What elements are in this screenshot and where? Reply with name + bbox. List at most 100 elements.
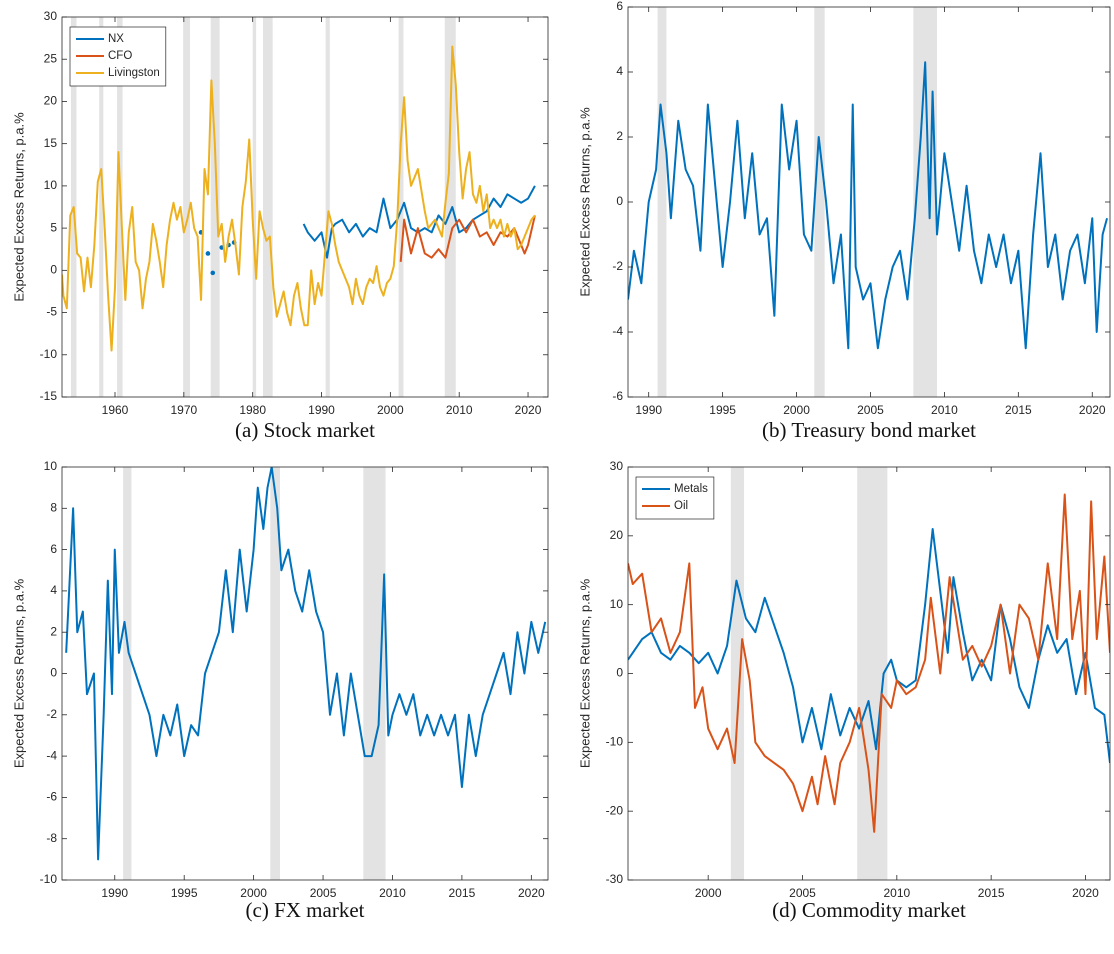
legend-box: [635, 476, 715, 520]
y-tick-label: 25: [44, 51, 58, 65]
recession-band: [814, 7, 825, 397]
y-tick-label: 20: [610, 528, 624, 542]
legend-label: NX: [108, 33, 124, 45]
y-tick-label: -4: [46, 748, 57, 762]
y-tick-label: 6: [616, 0, 623, 13]
x-tick-label: 1960: [102, 403, 129, 417]
x-tick-label: 2000: [240, 886, 267, 900]
panel: -10 -8 -6 -4 -2 0 2 4 6 8 10 1990 1995 2000 2005 2010 20…: [11, 459, 549, 922]
panel: -6 -4 -2 0 2 4 6 1990 1995 2000 2005 2010 2015 2020 Ex…: [577, 0, 1111, 442]
recession-band: [325, 17, 330, 397]
y-tick-label: -5: [46, 305, 57, 319]
x-tick-label: 1970: [170, 403, 197, 417]
recession-band: [252, 17, 257, 397]
recession-band: [657, 7, 667, 397]
y-tick-label: 4: [616, 64, 623, 78]
y-tick-label: 2: [50, 624, 57, 638]
plot-frame: [627, 6, 1111, 398]
y-tick-label: 4: [50, 583, 57, 597]
y-tick-label: -15: [40, 389, 58, 403]
y-tick-label: 5: [50, 220, 57, 234]
y-tick-label: -10: [40, 872, 58, 886]
recession-band: [117, 17, 123, 397]
y-tick-label: 8: [50, 500, 57, 514]
y-tick-label: -8: [46, 831, 57, 845]
y-tick-label: -4: [612, 324, 623, 338]
recession-band: [444, 17, 456, 397]
x-tick-label: 2015: [449, 886, 476, 900]
panel-caption: (c) FX market: [246, 898, 365, 922]
legend-label: Metals: [674, 483, 708, 495]
legend-label: Livingston: [108, 67, 160, 79]
y-axis-label: Expected Excess Returns, p.a.%: [11, 578, 26, 768]
x-tick-label: 2000: [783, 403, 810, 417]
y-tick-label: 15: [44, 136, 58, 150]
panel-caption: (b) Treasury bond market: [762, 418, 976, 442]
x-tick-label: 2010: [379, 886, 406, 900]
x-tick-label: 1980: [239, 403, 266, 417]
x-tick-label: 2010: [883, 886, 910, 900]
x-tick-label: 2020: [518, 886, 545, 900]
y-axis-label: Expected Excess Returns, p.a.%: [577, 578, 592, 768]
x-tick-label: 2020: [515, 403, 542, 417]
series-line: [65, 467, 547, 861]
series-line: [628, 61, 1109, 350]
recession-band: [913, 7, 938, 397]
x-tick-label: 2020: [1072, 886, 1099, 900]
recession-band: [363, 467, 386, 880]
y-tick-label: 2: [616, 129, 623, 143]
x-tick-label: 1995: [171, 886, 198, 900]
y-tick-label: -6: [46, 790, 57, 804]
x-tick-label: 2005: [310, 886, 337, 900]
y-axis-label: Expected Excess Returns, p.a.%: [577, 107, 592, 297]
y-tick-label: -10: [606, 735, 624, 749]
panel-caption: (a) Stock market: [235, 418, 375, 442]
y-tick-label: -2: [46, 707, 57, 721]
x-tick-label: 1995: [709, 403, 736, 417]
y-tick-label: 30: [44, 9, 58, 23]
x-tick-label: 2010: [446, 403, 473, 417]
y-tick-label: 10: [44, 178, 58, 192]
recession-band: [183, 17, 191, 397]
series-line: [302, 185, 536, 259]
y-tick-label: -20: [606, 803, 624, 817]
x-tick-label: 2010: [931, 403, 958, 417]
y-tick-label: -30: [606, 872, 624, 886]
y-tick-label: 10: [610, 597, 624, 611]
recession-band: [263, 17, 273, 397]
series-line: [628, 493, 1110, 833]
x-tick-label: 1990: [308, 403, 335, 417]
y-tick-label: 20: [44, 94, 58, 108]
y-tick-label: 0: [50, 666, 57, 680]
x-tick-label: 2000: [695, 886, 722, 900]
x-tick-label: 2005: [789, 886, 816, 900]
recession-band: [99, 17, 104, 397]
recession-band: [270, 467, 281, 880]
series-line: [399, 215, 536, 262]
x-tick-label: 2005: [857, 403, 884, 417]
x-tick-label: 2015: [978, 886, 1005, 900]
x-tick-label: 2020: [1079, 403, 1106, 417]
legend-label: Oil: [674, 500, 688, 512]
y-axis-label: Expected Excess Returns, p.a.%: [11, 112, 26, 302]
y-tick-label: 6: [50, 542, 57, 556]
y-tick-label: 0: [50, 263, 57, 277]
y-tick-label: -2: [612, 259, 623, 273]
panel-caption: (d) Commodity market: [772, 898, 966, 922]
plot-frame: [61, 16, 549, 398]
x-tick-label: 2015: [1005, 403, 1032, 417]
x-tick-label: 1990: [101, 886, 128, 900]
recession-band: [123, 467, 132, 880]
x-tick-label: 2000: [377, 403, 404, 417]
y-tick-label: 0: [616, 666, 623, 680]
recession-band: [398, 17, 404, 397]
panel: -30 -20 -10 0 10 20 30 2000 2005 2010 2015 2020 Expe…: [577, 459, 1111, 922]
x-tick-label: 1990: [635, 403, 662, 417]
y-tick-label: -6: [612, 389, 623, 403]
data-point: [205, 251, 211, 256]
legend-label: CFO: [108, 50, 132, 62]
recession-band: [730, 467, 745, 880]
data-point: [210, 270, 216, 276]
y-tick-label: -10: [40, 347, 58, 361]
